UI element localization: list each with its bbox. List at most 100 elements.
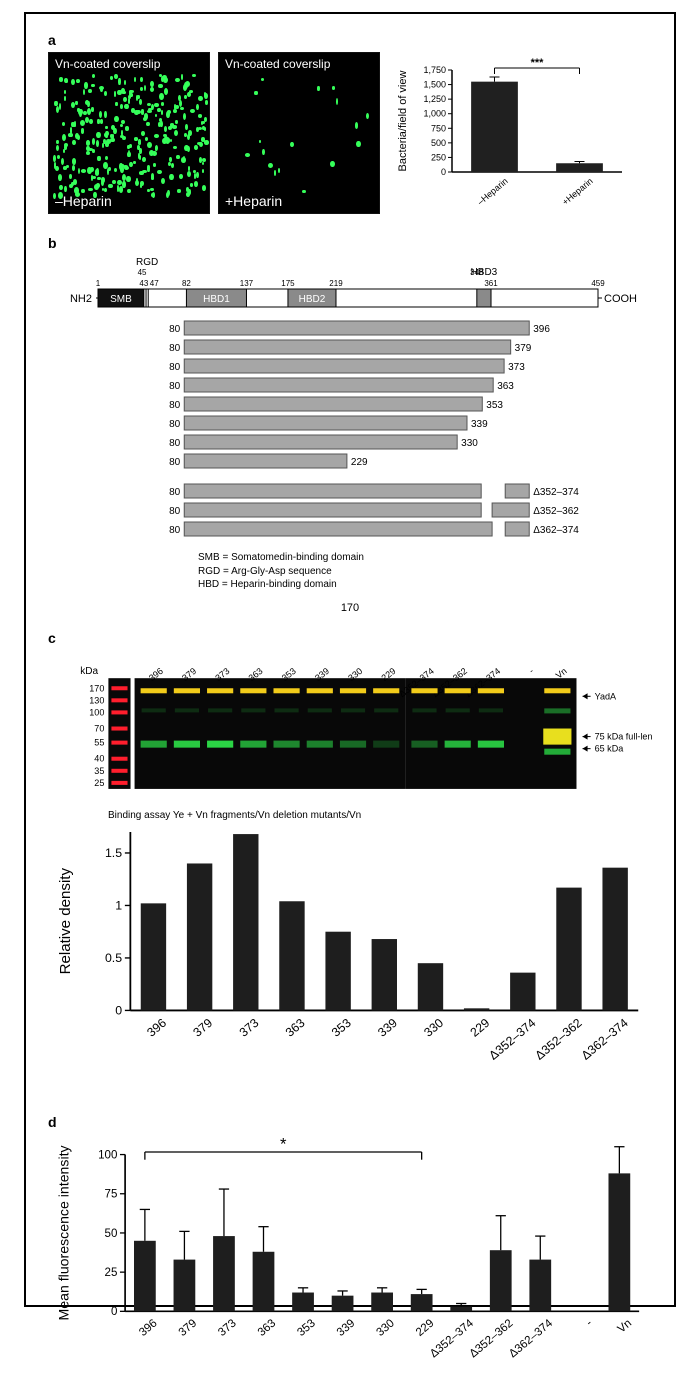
svg-text:363: 363 bbox=[256, 1317, 278, 1339]
svg-text:353: 353 bbox=[295, 1317, 317, 1339]
svg-text:363: 363 bbox=[283, 1015, 308, 1039]
svg-text:219: 219 bbox=[329, 279, 343, 288]
svg-text:25: 25 bbox=[105, 1267, 118, 1279]
blot-caption: Binding assay Ye + Vn fragments/Vn delet… bbox=[108, 810, 652, 821]
svg-text:Vn: Vn bbox=[616, 1317, 635, 1335]
svg-text:kDa: kDa bbox=[80, 666, 98, 677]
svg-text:0: 0 bbox=[115, 1003, 122, 1017]
svg-text:100: 100 bbox=[98, 1149, 117, 1161]
svg-text:80: 80 bbox=[169, 487, 181, 498]
svg-text:+Heparin: +Heparin bbox=[560, 176, 595, 207]
svg-text:170: 170 bbox=[89, 683, 104, 693]
panel-b-legend: SMB = Somatomedin-binding domain RGD = A… bbox=[198, 551, 652, 592]
svg-text:40: 40 bbox=[94, 753, 104, 763]
legend-line: SMB = Somatomedin-binding domain bbox=[198, 551, 652, 565]
svg-text:Mean fluorescence intensity: Mean fluorescence intensity bbox=[56, 1145, 72, 1321]
legend-line: HBD = Heparin-binding domain bbox=[198, 578, 652, 592]
svg-text:361: 361 bbox=[484, 279, 498, 288]
svg-text:1.5: 1.5 bbox=[105, 846, 122, 860]
svg-text:379: 379 bbox=[177, 1317, 199, 1339]
svg-text:65 kDa: 65 kDa bbox=[595, 743, 625, 753]
svg-text:500: 500 bbox=[431, 138, 446, 148]
svg-text:RGD: RGD bbox=[136, 257, 158, 268]
svg-text:229: 229 bbox=[351, 457, 368, 468]
panel-c-label: c bbox=[48, 630, 652, 646]
micrograph-bottom-label: +Heparin bbox=[225, 193, 282, 209]
svg-text:Δ352–362: Δ352–362 bbox=[533, 506, 579, 517]
svg-text:175: 175 bbox=[281, 279, 295, 288]
svg-text:25: 25 bbox=[94, 777, 104, 787]
svg-text:750: 750 bbox=[431, 123, 446, 133]
svg-text:1,000: 1,000 bbox=[423, 109, 446, 119]
svg-text:80: 80 bbox=[169, 419, 181, 430]
figure-frame: a Vn-coated coverslip –Heparin Vn-coated… bbox=[24, 12, 676, 1307]
panel-c: c kDa17013010070554035253963793733633533… bbox=[48, 630, 652, 1101]
panel-d-chart: 0 25 50 75 100 Mean fluorescence intensity 396… bbox=[48, 1134, 652, 1396]
svg-text:353: 353 bbox=[329, 1015, 354, 1039]
page-number: 170 bbox=[48, 602, 652, 614]
svg-text:75: 75 bbox=[105, 1189, 118, 1201]
svg-text:0: 0 bbox=[111, 1306, 117, 1318]
svg-text:339: 339 bbox=[471, 419, 488, 430]
panel-c-chart: 00.511.5Relative density3963793733633533… bbox=[48, 821, 652, 1101]
svg-text:43: 43 bbox=[139, 279, 148, 288]
svg-text:–Heparin: –Heparin bbox=[475, 176, 509, 207]
micrograph-bottom-label: –Heparin bbox=[55, 193, 112, 209]
svg-text:229: 229 bbox=[414, 1317, 436, 1339]
svg-text:330: 330 bbox=[461, 438, 478, 449]
micrograph-plus-heparin: Vn-coated coverslip +Heparin bbox=[218, 52, 380, 214]
panel-b-label: b bbox=[48, 235, 652, 251]
svg-text:379: 379 bbox=[190, 1015, 215, 1039]
panel-a-chart: 0 250 500 750 1,000 1,250 1,500 1,750 Bacteria/f… bbox=[392, 52, 632, 217]
svg-text:-: - bbox=[527, 665, 536, 675]
svg-text:80: 80 bbox=[169, 381, 181, 392]
micrograph-top-label: Vn-coated coverslip bbox=[55, 57, 160, 71]
western-blot: kDa1701301007055403525396379373363353339… bbox=[48, 650, 652, 806]
svg-text:348: 348 bbox=[470, 268, 484, 277]
svg-text:35: 35 bbox=[94, 765, 104, 775]
svg-text:353: 353 bbox=[486, 400, 503, 411]
panel-d: d 0255075100Mean fluorescence intensity3… bbox=[48, 1114, 652, 1396]
svg-text:50: 50 bbox=[105, 1228, 118, 1240]
svg-text:Δ362–374: Δ362–374 bbox=[507, 1317, 556, 1360]
svg-text:-: - bbox=[584, 1317, 595, 1329]
svg-text:396: 396 bbox=[137, 1317, 159, 1339]
svg-text:HBD2: HBD2 bbox=[299, 294, 326, 305]
panel-b: b SMBHBD1HBD2HBD3RGD14345478213717521934… bbox=[48, 235, 652, 614]
svg-text:55: 55 bbox=[94, 737, 104, 747]
svg-text:Δ362–374: Δ362–374 bbox=[533, 525, 579, 536]
svg-text:YadA: YadA bbox=[595, 691, 617, 701]
svg-text:100: 100 bbox=[89, 707, 104, 717]
panel-a-label: a bbox=[48, 32, 652, 48]
svg-text:NH2: NH2 bbox=[70, 293, 92, 305]
svg-text:1: 1 bbox=[115, 898, 122, 912]
svg-text:70: 70 bbox=[94, 723, 104, 733]
svg-text:330: 330 bbox=[374, 1317, 396, 1339]
svg-text:330: 330 bbox=[421, 1015, 446, 1039]
vitronectin-domain-map: SMBHBD1HBD2HBD3RGD1434547821371752193483… bbox=[48, 255, 652, 545]
svg-text:HBD1: HBD1 bbox=[203, 294, 230, 305]
svg-text:*: * bbox=[280, 1134, 287, 1153]
svg-text:339: 339 bbox=[335, 1317, 357, 1339]
svg-text:Δ352–362: Δ352–362 bbox=[533, 1015, 585, 1062]
svg-text:COOH: COOH bbox=[604, 293, 637, 305]
svg-text:80: 80 bbox=[169, 525, 181, 536]
svg-text:1,750: 1,750 bbox=[423, 65, 446, 75]
svg-text:82: 82 bbox=[182, 279, 191, 288]
svg-text:Relative density: Relative density bbox=[57, 867, 74, 974]
svg-text:SMB: SMB bbox=[110, 294, 132, 305]
svg-text:Bacteria/field of view: Bacteria/field of view bbox=[397, 71, 409, 172]
svg-text:80: 80 bbox=[169, 506, 181, 517]
svg-text:250: 250 bbox=[431, 152, 446, 162]
svg-text:80: 80 bbox=[169, 324, 181, 335]
svg-text:379: 379 bbox=[515, 343, 532, 354]
svg-text:45: 45 bbox=[138, 268, 147, 277]
svg-text:1,500: 1,500 bbox=[423, 80, 446, 90]
svg-text:0: 0 bbox=[441, 167, 446, 177]
svg-text:1,250: 1,250 bbox=[423, 94, 446, 104]
svg-text:459: 459 bbox=[591, 279, 605, 288]
svg-text:Δ352–374: Δ352–374 bbox=[486, 1015, 538, 1062]
legend-line: RGD = Arg-Gly-Asp sequence bbox=[198, 565, 652, 579]
svg-text:80: 80 bbox=[169, 438, 181, 449]
svg-text:Δ362–374: Δ362–374 bbox=[579, 1015, 631, 1062]
